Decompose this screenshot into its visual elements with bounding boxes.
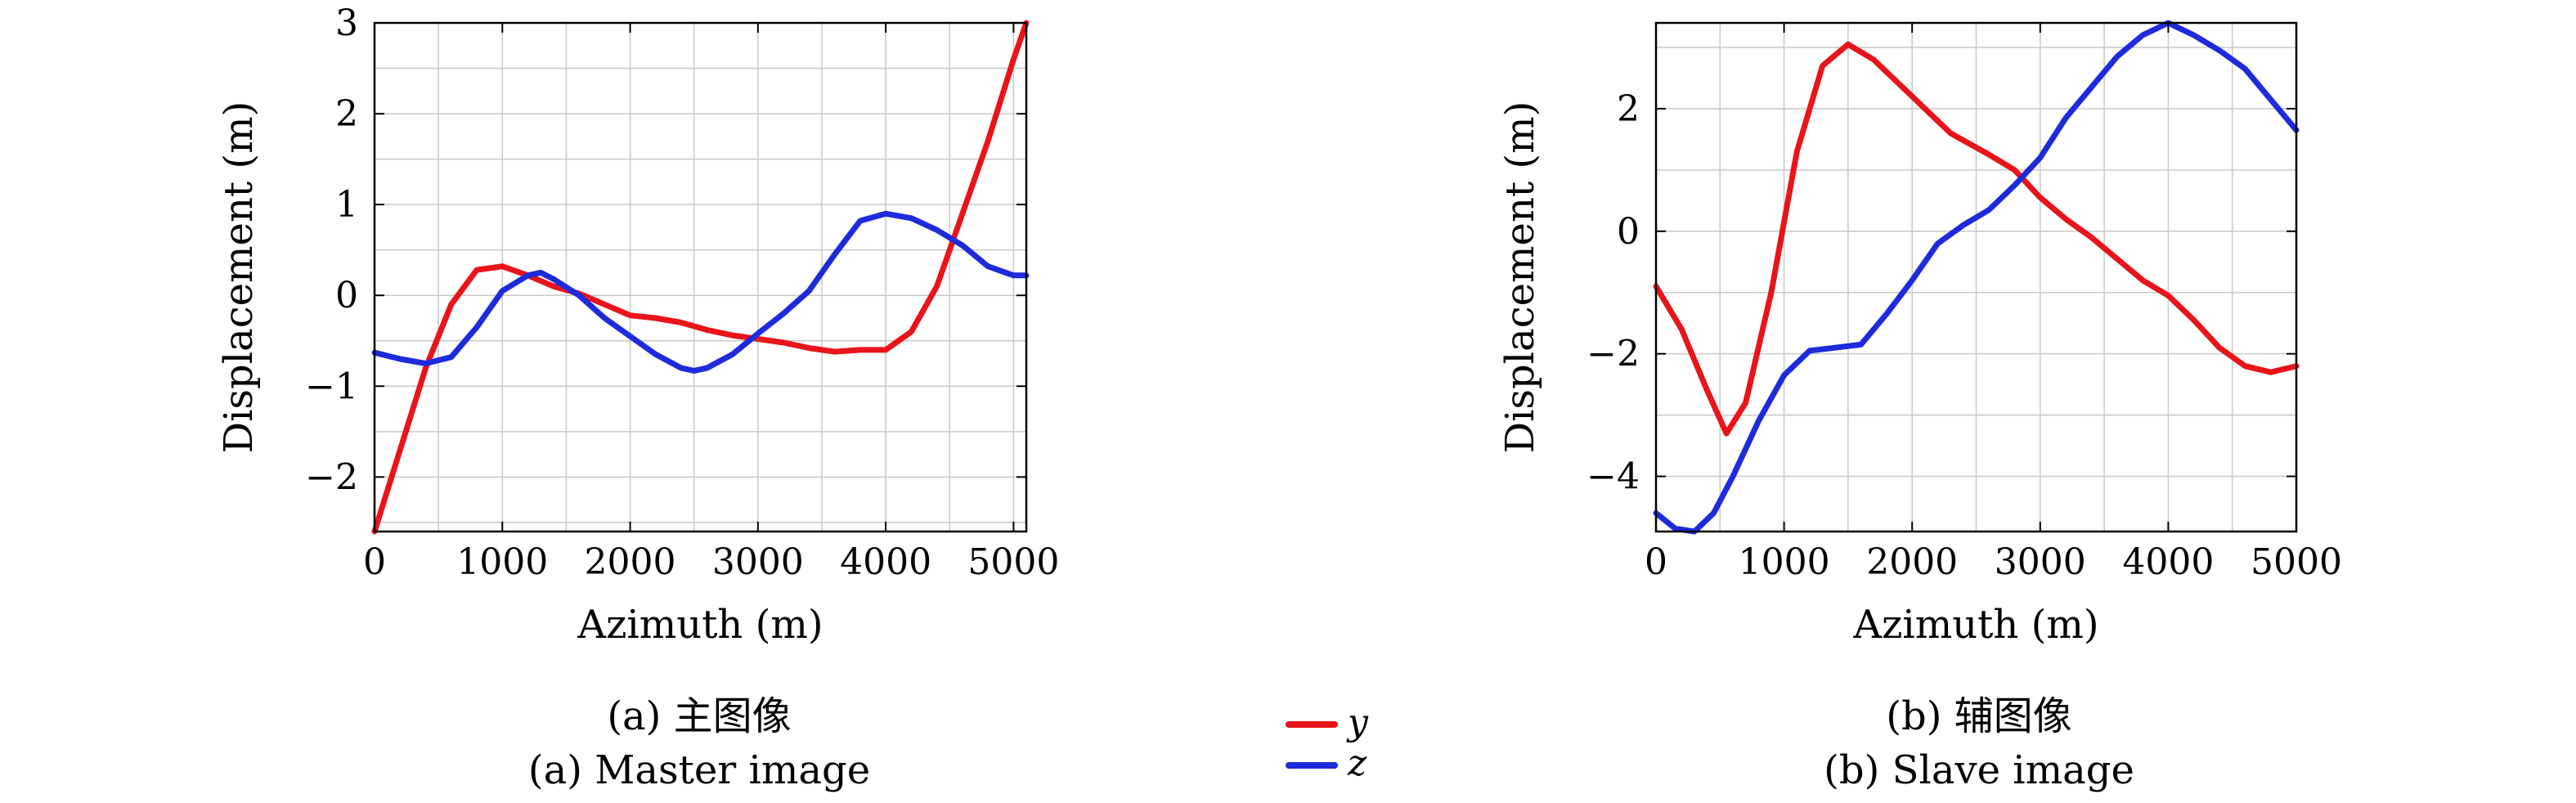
caption-b-en: (b) Slave image <box>1824 747 2134 793</box>
y-tick-label: 1 <box>335 184 358 226</box>
y-tick-label: −4 <box>1586 456 1640 498</box>
y-tick-label: 0 <box>335 275 358 316</box>
x-tick-label: 2000 <box>1866 541 1958 583</box>
x-tick-label: 5000 <box>967 541 1059 583</box>
series-line-y <box>371 20 1030 535</box>
y-tick-label: 0 <box>1617 211 1640 253</box>
legend: y z <box>1286 702 1369 784</box>
plot-frame <box>373 21 1028 533</box>
y-tick-label: −2 <box>305 456 358 498</box>
y-tick-label: 2 <box>1617 88 1640 130</box>
x-tick-label: 1000 <box>456 541 548 583</box>
x-tick-label: 3000 <box>1995 541 2086 583</box>
x-tick-label: 0 <box>363 541 386 583</box>
x-axis-title: Azimuth (m) <box>1852 602 2098 648</box>
legend-label-z: z <box>1347 742 1367 784</box>
x-tick-label: 4000 <box>2122 541 2214 583</box>
x-tick-label: 1000 <box>1739 541 1830 583</box>
series-line-z <box>1653 20 2300 535</box>
x-tick-label: 2000 <box>585 541 676 583</box>
y-tick-label: 2 <box>335 93 358 135</box>
x-tick-label: 4000 <box>840 541 931 583</box>
x-tick-label: 3000 <box>712 541 804 583</box>
x-tick-label: 5000 <box>2251 541 2342 583</box>
caption-a-cn: (a) 主图像 <box>607 693 791 739</box>
chart-master-image: 0 1000 2000 3000 4000 5000 −2 −1 0 1 2 3 Azimuth (m)… <box>216 2 1059 648</box>
x-axis-title: Azimuth (m) <box>577 602 823 648</box>
y-axis-title: Displacement (m) <box>216 101 262 454</box>
caption-a-en: (a) Master image <box>528 747 870 793</box>
chart-slave-image: 0 1000 2000 3000 4000 5000 −4 −2 0 2 Azimuth (m) Di… <box>1497 20 2342 648</box>
plot-frame <box>1654 21 2298 533</box>
x-tick-label: 0 <box>1645 541 1667 583</box>
y-tick-label: 3 <box>335 2 358 44</box>
y-axis-title: Displacement (m) <box>1497 101 1543 454</box>
series-line-z <box>371 210 1030 374</box>
y-tick-label: −1 <box>305 366 358 407</box>
y-tick-label: −2 <box>1586 334 1640 375</box>
legend-label-y: y <box>1346 702 1369 743</box>
caption-b-cn: (b) 辅图像 <box>1886 693 2071 739</box>
series-line-y <box>1653 41 2300 437</box>
